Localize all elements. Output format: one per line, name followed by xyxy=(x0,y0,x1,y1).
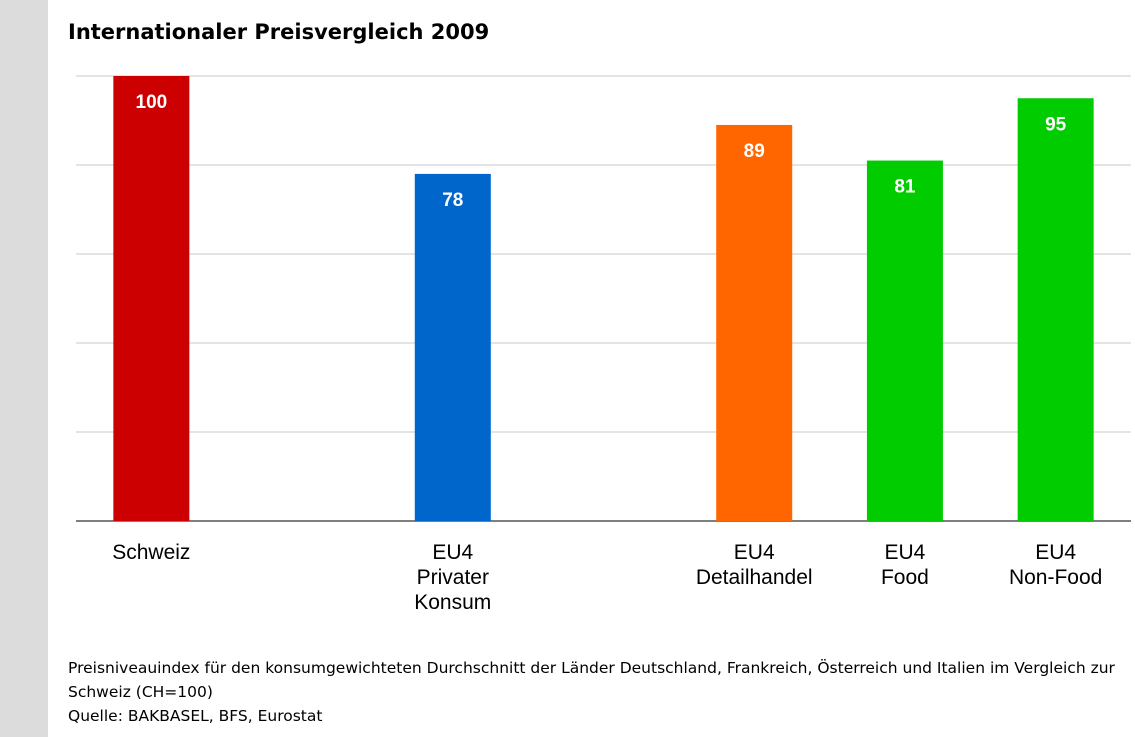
value-label: 81 xyxy=(894,177,916,198)
value-label: 78 xyxy=(442,190,463,211)
bar xyxy=(1017,98,1094,521)
value-label: 89 xyxy=(744,141,765,162)
bar xyxy=(113,76,190,521)
side-bar xyxy=(0,0,48,737)
x-tick-label: EU4 Detailhandel xyxy=(695,541,813,589)
x-tick-label: Schweiz xyxy=(112,541,191,564)
x-tick-label: EU4 Privater Konsum xyxy=(414,541,492,614)
bar xyxy=(414,173,491,521)
chart-title: Internationaler Preisvergleich 2009 xyxy=(68,20,490,44)
value-label: 100 xyxy=(136,92,168,113)
bar xyxy=(866,160,943,522)
bar xyxy=(716,124,793,521)
source: Quelle: BAKBASEL, BFS, Eurostat xyxy=(68,707,323,725)
note: Preisniveauindex für den konsumgewichtet… xyxy=(68,659,1115,701)
value-label: 95 xyxy=(1045,114,1067,135)
x-tick-label: EU4 Food xyxy=(880,541,929,589)
x-tick-label: EU4 Non-Food xyxy=(1008,541,1103,589)
